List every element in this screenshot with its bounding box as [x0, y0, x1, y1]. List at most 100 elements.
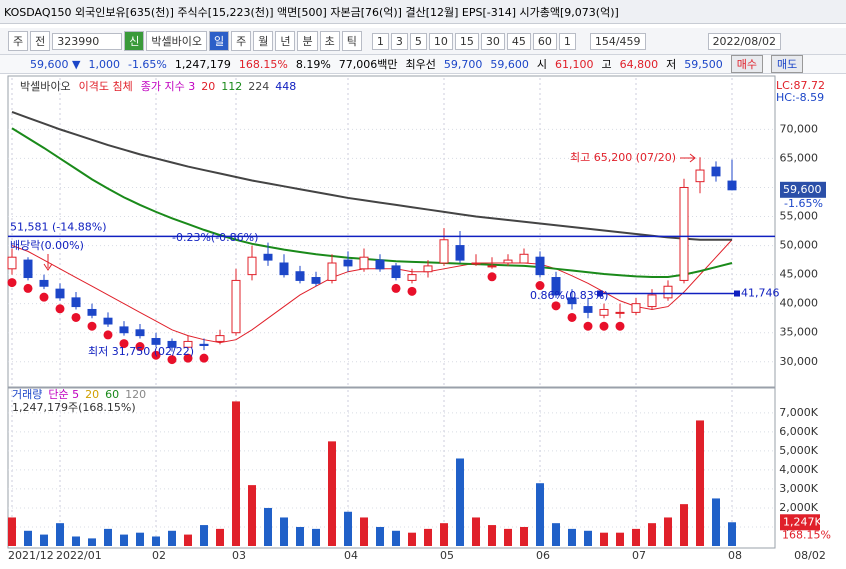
toolbar-item[interactable]: 2022/08/02 — [707, 32, 781, 50]
candle-body — [471, 262, 481, 265]
legend-item: 448 — [275, 80, 296, 93]
toolbar-item[interactable]: 15 — [454, 32, 479, 50]
toolbar-item[interactable]: 박셀바이오 — [146, 31, 207, 51]
price-arrow: ▼ — [72, 57, 81, 71]
candle-body — [231, 279, 241, 334]
arrow — [43, 254, 53, 271]
toolbar-item[interactable]: 월 — [253, 31, 274, 51]
volume-bar — [520, 526, 528, 546]
signal-dot — [23, 283, 33, 293]
signal-dot — [551, 301, 561, 311]
toolbar-item[interactable]: 60 — [532, 32, 557, 50]
toolbar-item[interactable]: 전 — [30, 31, 51, 51]
volume-bar — [120, 534, 128, 546]
volume-ratio: 168.15% — [238, 57, 288, 71]
y-tick-label: 30,000 — [780, 355, 819, 368]
volume-bar — [680, 504, 688, 546]
candle-body — [295, 271, 305, 281]
candle-body — [359, 256, 369, 270]
volume-tag-label: 1,247K — [783, 515, 822, 528]
signal-dot — [199, 353, 209, 363]
volume-bar — [456, 458, 464, 546]
x-tick-label: 03 — [232, 549, 246, 562]
lc-label: LC:87.72 — [776, 79, 825, 92]
toolbar-item[interactable]: 323990 — [52, 32, 123, 50]
best-label: 최우선 — [405, 58, 436, 71]
toolbar-item[interactable]: 45 — [506, 32, 531, 50]
hc-label: HC:-8.59 — [776, 91, 824, 104]
signal-dot — [39, 292, 49, 302]
toolbar-item[interactable]: 5 — [409, 32, 427, 50]
volume-panel — [7, 387, 776, 549]
toolbar-item[interactable]: 주 — [231, 31, 252, 51]
x-tick-label: 05 — [440, 549, 454, 562]
toolbar-item[interactable]: 틱 — [341, 31, 362, 51]
y-tick-label: 70,000 — [780, 122, 819, 135]
y-tick-label: 55,000 — [780, 210, 819, 223]
volume-bar — [296, 526, 304, 546]
y-tick-label: 5,000K — [779, 444, 818, 457]
volume-bar — [152, 536, 160, 546]
low-label: 저 — [666, 58, 677, 71]
bid: 59,600 — [490, 57, 529, 71]
volume-bar — [200, 525, 208, 546]
toolbar-item[interactable]: 1 — [371, 32, 389, 50]
legend-item: 단순 5 — [48, 388, 79, 401]
price: 59,600 ▼ — [30, 58, 80, 71]
signal-dot — [391, 283, 401, 293]
signal-dot — [583, 321, 593, 331]
toolbar-item[interactable]: 신 — [124, 31, 145, 51]
x-tick-label: 08 — [728, 549, 742, 562]
candle-body — [87, 308, 97, 316]
legend-item: 20 — [201, 80, 215, 93]
toolbar-item[interactable]: 초 — [319, 31, 340, 51]
toolbar-item[interactable]: 154/459 — [589, 32, 646, 50]
high-label: 고 — [601, 58, 612, 71]
sell-button[interactable]: 매도 — [771, 55, 804, 73]
legend-item: 박셀바이오 — [20, 80, 71, 93]
candle-body — [327, 262, 337, 281]
candle-body — [455, 245, 465, 261]
candle-body — [7, 256, 17, 270]
change: 1,000 — [88, 57, 120, 71]
price-tag-change: -1.65% — [784, 197, 823, 210]
volume-bar — [56, 523, 64, 546]
y-tick-label: 4,000K — [779, 463, 818, 476]
toolbar-item[interactable]: 일 — [208, 31, 230, 51]
candle-body — [663, 285, 673, 299]
toolbar-item[interactable]: 10 — [428, 32, 453, 50]
moving-average — [11, 127, 733, 278]
toolbar-item[interactable]: 1 — [558, 32, 576, 50]
candle-body — [679, 186, 689, 281]
volume-bar — [712, 498, 720, 546]
signal-dot — [103, 330, 113, 340]
candle-body — [407, 274, 417, 281]
y-tick-label: 40,000 — [780, 297, 819, 310]
open: 61,100 — [555, 57, 594, 71]
toolbar-item[interactable]: 3 — [390, 32, 408, 50]
toolbar-item[interactable]: 주 — [8, 31, 29, 51]
quote-bar: 59,600 ▼ 1,000 -1.65% 1,247,179 168.15% … — [0, 54, 846, 74]
candle-body — [39, 279, 49, 287]
volume-bar — [696, 420, 704, 546]
candle-body — [727, 180, 737, 191]
annotation: 최저 31,750 (02/22) — [88, 345, 194, 358]
volume: 1,247,179 — [174, 57, 231, 71]
candle-body — [55, 288, 65, 299]
x-tick-label: 07 — [632, 549, 646, 562]
toolbar-item[interactable]: 30 — [480, 32, 505, 50]
volume-bar — [344, 511, 352, 546]
toolbar-item[interactable]: 년 — [275, 31, 296, 51]
toolbar-item[interactable]: 분 — [297, 31, 318, 51]
signal-dot — [151, 350, 161, 360]
candle-body — [119, 326, 129, 334]
y-tick-label: 35,000 — [780, 326, 819, 339]
volume-bar — [280, 517, 288, 546]
volume-bar — [184, 534, 192, 546]
annotation: 최고 65,200 (07/20) — [570, 151, 676, 164]
signal-dot — [487, 272, 497, 282]
signal-dot — [135, 342, 145, 352]
buy-button[interactable]: 매수 — [730, 55, 764, 73]
y-tick-label: 50,000 — [780, 239, 819, 252]
